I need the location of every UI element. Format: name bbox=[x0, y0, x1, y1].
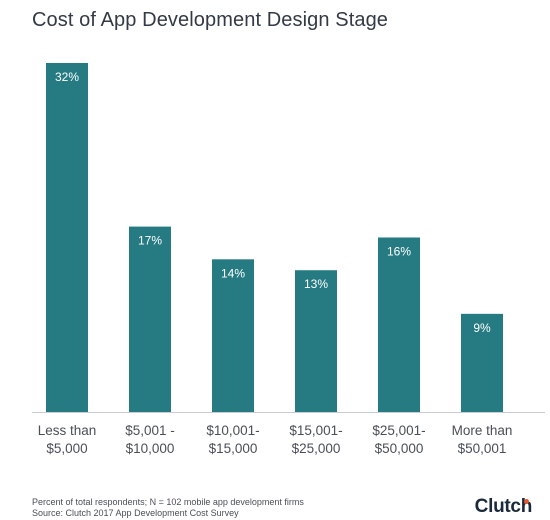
category-label-3: $15,001-$25,000 bbox=[289, 423, 342, 456]
clutch-logo: Clutch bbox=[474, 496, 533, 518]
category-label-5: More than $50,001 bbox=[452, 423, 513, 456]
category-labels-group: Less than $5,000 $5,001 -$10,000 $10,001-$1… bbox=[38, 423, 513, 456]
bar-2 bbox=[212, 259, 254, 412]
category-label-2: $10,001-$15,000 bbox=[206, 423, 259, 456]
bars-group: 32% 17% 14% 13% 16% 9% bbox=[46, 63, 503, 412]
category-label-1: $5,001 -$10,000 bbox=[125, 423, 175, 456]
bar-5 bbox=[461, 313, 503, 412]
footnote-line-respondents: Percent of total respondents; N = 102 mo… bbox=[32, 497, 304, 507]
value-label-3: 13% bbox=[304, 277, 328, 291]
bar-0 bbox=[46, 63, 88, 412]
value-label-0: 32% bbox=[55, 70, 79, 84]
category-label-0: Less than $5,000 bbox=[38, 423, 97, 456]
footnote-line-source: Source: Clutch 2017 App Development Cost… bbox=[32, 508, 239, 518]
bar-3 bbox=[295, 270, 337, 412]
clutch-logo-dot-icon bbox=[524, 499, 530, 504]
chart-title: Cost of App Development Design Stage bbox=[32, 9, 389, 31]
value-label-5: 9% bbox=[473, 321, 491, 335]
value-label-4: 16% bbox=[387, 245, 411, 259]
value-label-1: 17% bbox=[138, 234, 162, 248]
clutch-logo-text: Clutch bbox=[474, 496, 533, 517]
value-label-2: 14% bbox=[221, 266, 245, 280]
bar-1 bbox=[129, 226, 171, 412]
footnote: Percent of total respondents; N = 102 mo… bbox=[32, 497, 304, 519]
bar-chart: 32% 17% 14% 13% 16% 9% Less than $5,000 $5,001 … bbox=[32, 63, 545, 456]
bar-4 bbox=[378, 237, 420, 412]
category-label-4: $25,001-$50,000 bbox=[372, 423, 425, 456]
